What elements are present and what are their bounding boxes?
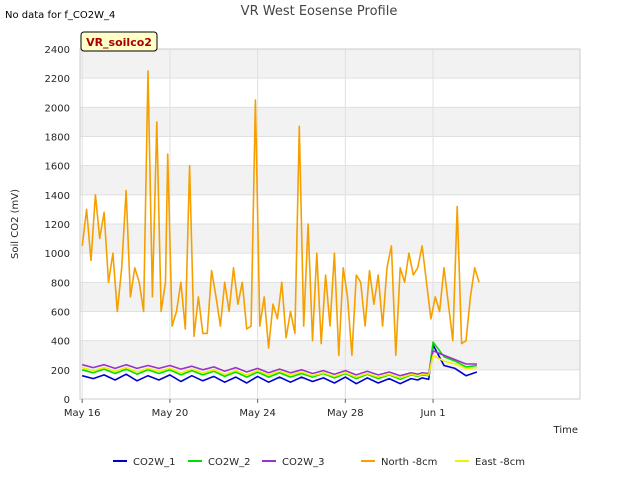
- x-tick-label: May 20: [152, 408, 189, 419]
- y-tick-label: 1000: [45, 249, 70, 260]
- plot-frame: [79, 48, 581, 400]
- y-tick-label: 1400: [45, 191, 70, 202]
- legend-label: North -8cm: [381, 457, 437, 468]
- y-axis: 0 200 400 600 800 1000 1200 1400 1600 1800 2000 220…: [45, 45, 70, 406]
- y-tick-label: 200: [51, 366, 70, 377]
- plot-band: [80, 78, 580, 108]
- plot-background: [80, 49, 580, 399]
- badge: VR_soilco2: [80, 31, 158, 52]
- y-tick-label: 2200: [45, 74, 70, 85]
- no-data-note: No data for f_CO2W_4: [5, 10, 115, 21]
- y-tick-label: 600: [51, 308, 70, 319]
- x-tick-label: May 16: [64, 408, 101, 419]
- series-line-east-8cm: [81, 354, 477, 379]
- x-axis: May 16 May 20 May 24 May 28 Jun 1: [64, 399, 446, 419]
- series-line-north-8cm: [81, 70, 480, 357]
- badge-label: VR_soilco2: [86, 36, 152, 49]
- series-line-co2w-1: [81, 344, 478, 385]
- legend: CO2W_1 CO2W_2 CO2W_3 North -8cm East -8cm: [113, 457, 525, 468]
- y-tick-label: 1200: [45, 220, 70, 231]
- y-axis-label: Soil CO2 (mV): [10, 189, 21, 259]
- plot-band: [80, 282, 580, 312]
- series-line-co2w-3: [81, 350, 477, 377]
- x-tick-label: May 28: [327, 408, 364, 419]
- series-layer: [81, 70, 480, 385]
- y-tick-label: 400: [51, 337, 70, 348]
- plot-band: [80, 165, 580, 195]
- x-axis-label: Time: [553, 425, 578, 436]
- plot-band: [80, 224, 580, 254]
- badge-box: [80, 31, 158, 52]
- legend-label: East -8cm: [475, 457, 525, 468]
- y-tick-label: 1800: [45, 133, 70, 144]
- legend-label: CO2W_3: [282, 457, 324, 468]
- y-tick-label: 0: [64, 395, 70, 406]
- x-tick-label: May 24: [239, 408, 276, 419]
- y-tick-label: 1600: [45, 162, 70, 173]
- plot-band: [80, 136, 580, 166]
- x-tick-label: Jun 1: [419, 408, 445, 419]
- legend-label: CO2W_1: [133, 457, 175, 468]
- y-tick-label: 2000: [45, 103, 70, 114]
- chart-title: VR West Eosense Profile: [241, 4, 398, 19]
- plot-band: [80, 194, 580, 224]
- plot-band: [80, 49, 580, 79]
- legend-label: CO2W_2: [208, 457, 250, 468]
- y-tick-label: 2400: [45, 45, 70, 56]
- plot-band: [80, 253, 580, 283]
- y-tick-label: 800: [51, 278, 70, 289]
- plot-band: [80, 340, 580, 370]
- plot-band: [80, 107, 580, 137]
